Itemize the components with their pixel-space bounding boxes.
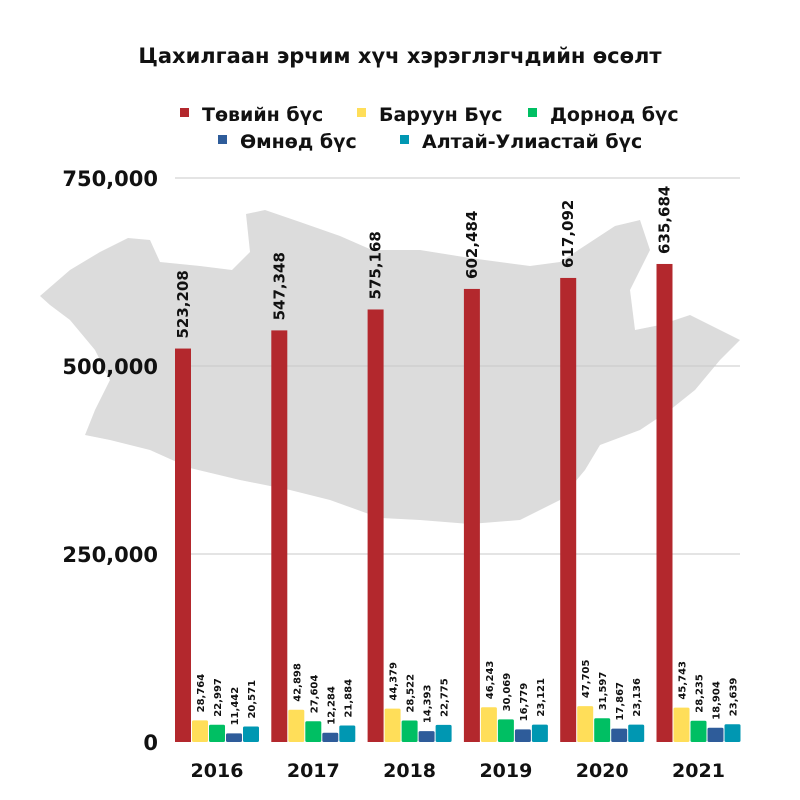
data-label: 635,684 — [656, 186, 674, 254]
bar — [288, 709, 305, 742]
bar — [463, 288, 480, 742]
data-label: 42,898 — [292, 663, 303, 702]
data-label: 22,997 — [213, 678, 224, 717]
bar — [628, 724, 645, 742]
x-tick-label: 2020 — [576, 760, 629, 782]
data-label: 27,604 — [309, 675, 320, 714]
legend-label: Баруун Бүс — [379, 104, 503, 126]
bar — [560, 277, 577, 742]
data-label: 20,571 — [247, 680, 258, 719]
bar — [339, 725, 356, 742]
bar — [673, 707, 690, 742]
data-label: 11,442 — [230, 687, 241, 726]
y-tick-label: 750,000 — [62, 167, 158, 191]
bar — [192, 720, 208, 742]
data-label: 23,136 — [632, 678, 643, 717]
data-label: 22,775 — [440, 678, 451, 717]
data-label: 28,522 — [406, 674, 417, 713]
x-axis: 2016 2017 2018 2019 2020 2021 — [191, 760, 725, 782]
y-tick-label: 0 — [143, 731, 158, 755]
legend-swatch — [528, 108, 537, 117]
bar — [322, 732, 339, 742]
x-tick-label: 2019 — [479, 760, 532, 782]
data-label: 45,743 — [678, 661, 689, 700]
data-label: 21,884 — [343, 679, 354, 718]
data-label: 23,639 — [729, 678, 740, 717]
data-label: 30,069 — [502, 673, 513, 712]
legend: Төвийн бүс Баруун Бүс Дорнод бүс Өмнөд бүс А… — [180, 104, 679, 153]
data-label: 44,379 — [389, 662, 400, 701]
y-tick-label: 500,000 — [62, 355, 158, 379]
data-label: 17,867 — [615, 682, 626, 721]
bars: 523,208 28,764 22,997 11,442 20,571 547,348 42… — [174, 186, 741, 742]
data-label: 16,779 — [519, 683, 530, 722]
bar — [367, 309, 384, 742]
legend-swatch — [218, 135, 227, 144]
data-label: 12,284 — [326, 686, 337, 725]
bar — [690, 720, 707, 742]
legend-label: Төвийн бүс — [202, 104, 323, 126]
legend-swatch — [357, 108, 366, 117]
x-tick-label: 2017 — [287, 760, 340, 782]
bar — [594, 718, 611, 742]
legend-swatch — [400, 135, 409, 144]
x-tick-label: 2018 — [383, 760, 436, 782]
bar — [209, 724, 225, 742]
data-label: 547,348 — [270, 252, 288, 320]
bar — [707, 727, 724, 742]
legend-swatch — [180, 108, 189, 117]
y-axis: 0 250,000 500,000 750,000 — [62, 167, 158, 755]
data-label: 14,393 — [423, 685, 434, 724]
data-label: 46,243 — [485, 661, 496, 700]
bar — [577, 706, 594, 742]
bar — [480, 707, 497, 742]
bar — [175, 348, 191, 742]
chart-title: Цахилгаан эрчим хүч хэрэглэгчдийн өсөлт — [138, 44, 662, 68]
bar — [418, 731, 435, 742]
data-label: 523,208 — [174, 270, 192, 338]
data-label: 28,235 — [695, 674, 706, 713]
bar — [531, 724, 548, 742]
bar — [656, 263, 673, 742]
legend-label: Өмнөд бүс — [240, 131, 357, 153]
data-label: 28,764 — [196, 674, 207, 713]
data-label: 47,705 — [581, 659, 592, 698]
x-tick-label: 2021 — [672, 760, 725, 782]
bar — [724, 724, 741, 742]
bar — [271, 330, 288, 742]
bar — [514, 729, 531, 742]
bar — [435, 724, 452, 742]
legend-label: Дорнод бүс — [550, 104, 679, 126]
y-tick-label: 250,000 — [62, 543, 158, 567]
gridlines — [175, 177, 740, 555]
x-tick-label: 2016 — [191, 760, 244, 782]
legend-label: Алтай-Улиастай бүс — [422, 131, 642, 153]
bar — [384, 708, 401, 742]
bar — [611, 728, 628, 742]
bar — [243, 726, 259, 742]
data-label: 617,092 — [559, 200, 577, 268]
data-label: 23,121 — [536, 678, 547, 717]
data-label: 602,484 — [463, 211, 481, 279]
data-label: 575,168 — [367, 231, 385, 299]
bar — [226, 733, 242, 742]
bar — [497, 719, 514, 742]
bar — [305, 721, 322, 742]
data-label: 18,904 — [712, 681, 723, 720]
bar — [401, 720, 418, 742]
data-label: 31,597 — [598, 672, 609, 711]
